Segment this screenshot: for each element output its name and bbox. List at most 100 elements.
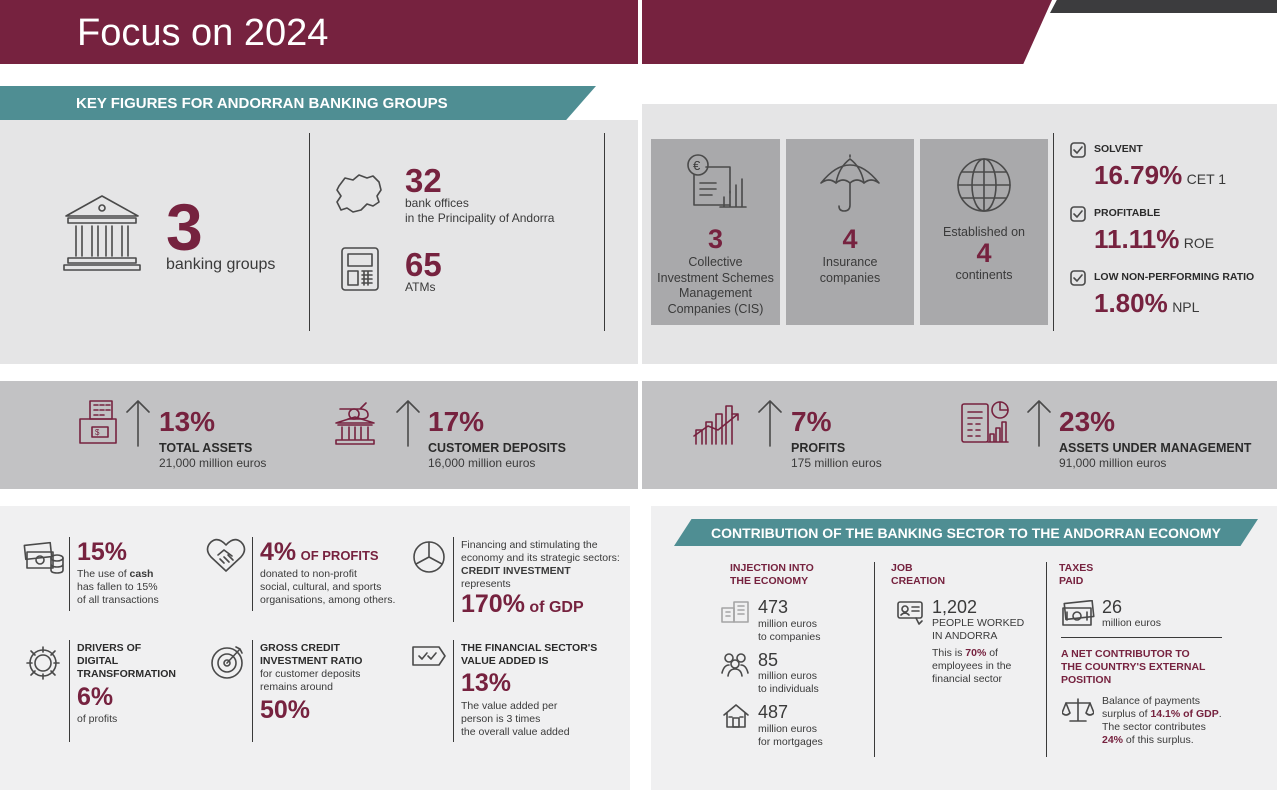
profits-of: OF PROFITS	[300, 548, 379, 563]
job-text-line: IN ANDORRA	[932, 630, 998, 642]
net-title-line: THE COUNTRY'S EXTERNAL	[1061, 661, 1206, 673]
vertical-divider	[604, 133, 605, 331]
gcir-value: 50%	[260, 696, 311, 724]
center-divider	[638, 0, 642, 790]
growth-sub: 175 million euros	[791, 456, 882, 470]
cash-text: The use of cash has fallen to 15% of all…	[77, 568, 159, 607]
vertical-divider	[874, 562, 875, 757]
job-title-line: CREATION	[891, 575, 946, 587]
cis-card	[651, 139, 780, 325]
company-building-icon	[720, 600, 750, 624]
growth-sub: 21,000 million euros	[159, 456, 267, 470]
net-title-line: A NET CONTRIBUTOR TO	[1061, 648, 1190, 660]
va-title-line: THE FINANCIAL SECTOR'S	[461, 642, 598, 654]
job-sub: This is 70% of employees in the financia…	[932, 647, 1011, 686]
ratio-item: PROFITABLE 11.11% ROE	[1070, 204, 1270, 268]
insurance-value: 4	[842, 224, 858, 254]
vertical-divider	[252, 640, 253, 742]
ratio-unit: CET 1	[1186, 171, 1227, 187]
va-text-line: The value added per	[461, 700, 558, 712]
credit-text-line: economy and its strategic sectors:	[461, 552, 620, 564]
injection-individuals-text: million euros to individuals	[758, 670, 819, 696]
andorra-map-icon	[333, 172, 385, 216]
growth-band-left	[0, 381, 638, 489]
ratios-list: SOLVENT 16.79% CET 1 PROFITABLE 11.11% R…	[1070, 140, 1270, 332]
injection-text-line: million euros	[758, 723, 817, 735]
profits-text-line: organisations, among others.	[260, 594, 396, 606]
checkbox-check-icon	[1070, 142, 1086, 158]
atms-label: ATMs	[405, 280, 436, 294]
injection-title-line: THE ECONOMY	[730, 575, 809, 587]
profits-pct: 4%	[260, 538, 297, 566]
gcir-title: GROSS CREDIT INVESTMENT RATIO	[260, 642, 362, 668]
checkbox-check-icon	[1070, 206, 1086, 222]
cash-pct: 15%	[77, 538, 128, 566]
digital-sub: of profits	[77, 713, 118, 725]
taxes-title-line: PAID	[1059, 575, 1084, 587]
bank-deposit-icon	[332, 399, 378, 447]
house-icon	[722, 703, 750, 729]
ratio-value-row: 16.79% CET 1	[1094, 162, 1226, 189]
vertical-divider	[69, 537, 70, 611]
injection-text-line: to companies	[758, 631, 821, 643]
injection-mortgages-text: million euros for mortgages	[758, 723, 823, 749]
continents-label: continents	[955, 268, 1013, 282]
ratio-title: SOLVENT	[1094, 143, 1143, 155]
text-fragment: of this surplus.	[1123, 734, 1194, 746]
digital-title-line: DRIVERS OF	[77, 642, 142, 654]
net-contributor-text: Balance of payments surplus of 14.1% of …	[1102, 695, 1222, 747]
text-fragment: of	[986, 647, 998, 659]
contribution-banner-text: CONTRIBUTION OF THE BANKING SECTOR TO TH…	[711, 525, 1221, 541]
text-fragment: 14.1% of GDP	[1150, 708, 1219, 720]
vertical-divider	[453, 640, 454, 742]
ratio-title: LOW NON-PERFORMING RATIO	[1094, 271, 1255, 283]
text-fragment: 24%	[1102, 734, 1124, 746]
money-bills-icon	[1061, 600, 1095, 628]
gcir-text: for customer deposits remains around	[260, 668, 360, 694]
ratio-value-row: 11.11% ROE	[1094, 226, 1214, 253]
svg-text:€: €	[693, 158, 701, 173]
continents-pre: Established on	[942, 225, 1025, 239]
text-fragment: surplus of	[1102, 708, 1151, 720]
text-fragment: 70%	[965, 647, 987, 659]
taxes-text: million euros	[1102, 617, 1161, 629]
key-figures-banner-text: KEY FIGURES FOR ANDORRAN BANKING GROUPS	[76, 95, 448, 112]
cash-text-line: of all transactions	[77, 594, 159, 606]
text-fragment: cash	[129, 568, 154, 580]
cis-label-line: Collective	[688, 255, 743, 269]
growth-pct: 23%	[1059, 406, 1116, 437]
cis-label-line: Investment Schemes	[657, 270, 774, 285]
insurance-card	[786, 139, 914, 325]
cash-bills-icon	[23, 540, 65, 576]
ratio-unit: NPL	[1172, 299, 1200, 315]
growth-label: TOTAL ASSETS	[159, 441, 253, 455]
bottom-right-panel	[651, 506, 1277, 790]
continents-value: 4	[976, 238, 992, 268]
credit-text: Financing and stimulating the economy an…	[461, 539, 620, 591]
vertical-divider	[69, 640, 70, 742]
job-title-line: JOB	[891, 562, 913, 574]
digital-value: 6%	[77, 683, 114, 711]
people-group-icon	[720, 651, 750, 677]
taxes-title: TAXES PAID	[1059, 562, 1093, 588]
injection-text-line: for mortgages	[758, 736, 823, 748]
ratio-unit: ROE	[1183, 235, 1215, 251]
taxes-value: 26	[1102, 597, 1123, 617]
gcir-text-line: for customer deposits	[260, 668, 361, 680]
value-tag-icon	[411, 645, 447, 667]
growth-sub: 16,000 million euros	[428, 456, 536, 470]
horizontal-divider	[1061, 637, 1222, 638]
growth-label: ASSETS UNDER MANAGEMENT	[1059, 441, 1252, 455]
injection-companies-text: million euros to companies	[758, 618, 820, 644]
injection-text-line: million euros	[758, 618, 817, 630]
job-title: JOB CREATION	[891, 562, 945, 588]
bank-building-icon	[62, 192, 142, 272]
va-text-line: person is 3 times	[461, 713, 541, 725]
profits-pct-row: 4% OF PROFITS	[260, 540, 379, 565]
bank-offices-value: 32	[405, 162, 442, 199]
injection-title: INJECTION INTO THE ECONOMY	[730, 562, 814, 588]
taxes-title-line: TAXES	[1059, 562, 1094, 574]
growth-pct: 7%	[791, 406, 832, 437]
ratio-value: 11.11%	[1094, 224, 1180, 254]
injection-text-line: to individuals	[758, 683, 819, 695]
